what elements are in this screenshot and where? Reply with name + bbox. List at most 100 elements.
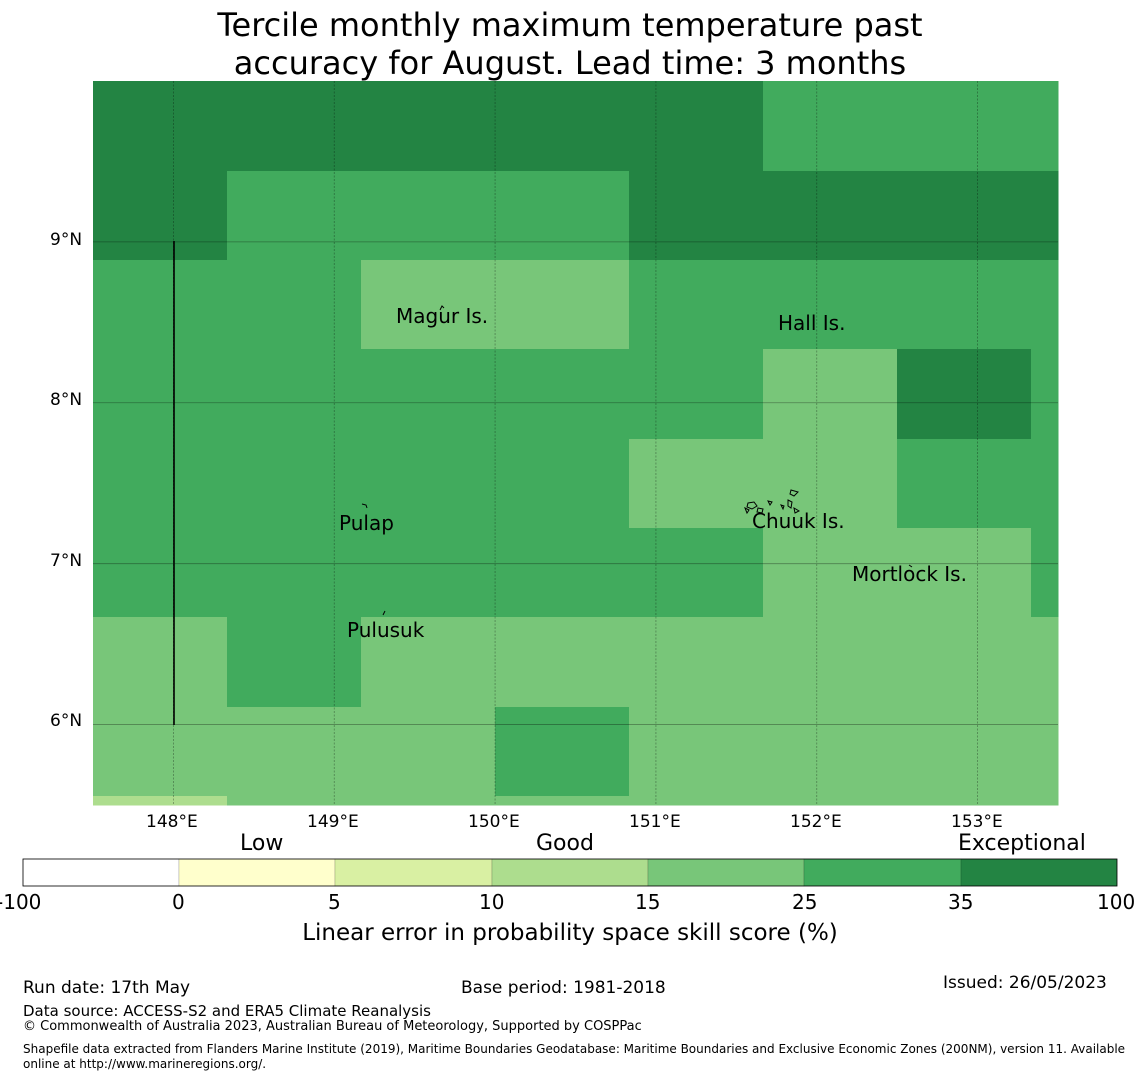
place-label-chuuk: Chuuk Is. (752, 509, 845, 533)
skill-cell (495, 617, 630, 708)
skill-cell (897, 528, 1032, 618)
place-label-magur: Magur Is. (396, 304, 489, 328)
x-tick-label: 149°E (307, 812, 359, 832)
shapefile-credit-line-2: online at http://www.marineregions.org/. (23, 1057, 267, 1071)
run-date: Run date: 17th May (23, 978, 191, 998)
skill-cell (629, 171, 764, 261)
skill-cell (763, 260, 898, 350)
skill-cell (1031, 260, 1059, 350)
skill-cell (227, 617, 362, 708)
data-source: Data source: ACCESS-S2 and ERA5 Climate … (23, 1002, 431, 1020)
skill-cell (227, 439, 362, 529)
skill-cell (1031, 796, 1059, 805)
skill-cell (1031, 617, 1059, 708)
colorbar-swatch (491, 858, 649, 887)
colorbar-tick-label: 35 (948, 890, 974, 914)
skill-cell (227, 171, 362, 261)
skill-cell (1031, 439, 1059, 529)
skill-cell (93, 81, 228, 172)
skill-cell (897, 439, 1032, 529)
colorbar (22, 858, 1118, 887)
skill-cell (93, 528, 228, 618)
colorbar-tick-label: -100 (0, 890, 42, 914)
skill-cell (629, 81, 764, 172)
pulap-island-shape (361, 503, 368, 509)
place-label-mortlock: Mortlock Is. (852, 562, 967, 586)
skill-cell (629, 617, 764, 708)
skill-cell (93, 796, 228, 805)
skill-cell (629, 528, 764, 618)
colorbar-category-exceptional: Exceptional (958, 831, 1086, 856)
skill-cell (495, 528, 630, 618)
y-tick-label: 9°N (50, 230, 83, 250)
mortlock-island-shape (908, 564, 913, 568)
skill-cell (495, 260, 630, 350)
skill-cell (495, 349, 630, 440)
colorbar-frame (22, 858, 1118, 887)
issued-date: Issued: 26/05/2023 (943, 973, 1107, 993)
colorbar-swatch (647, 858, 805, 887)
skill-cell (495, 439, 630, 529)
copyright-notice: © Commonwealth of Australia 2023, Austra… (23, 1019, 642, 1034)
skill-cell (629, 707, 764, 797)
skill-cell (361, 528, 496, 618)
skill-cell (495, 81, 630, 172)
colorbar-category-good: Good (536, 831, 594, 856)
skill-cell (93, 171, 228, 261)
colorbar-swatch (960, 858, 1118, 887)
colorbar-swatch (22, 858, 180, 887)
skill-cell (93, 617, 228, 708)
skill-cell (1031, 171, 1059, 261)
skill-cell (897, 707, 1032, 797)
skill-cell (495, 171, 630, 261)
base-period: Base period: 1981-2018 (461, 978, 666, 998)
skill-cell (361, 617, 496, 708)
x-tick-label: 152°E (790, 812, 842, 832)
x-tick-label: 151°E (629, 812, 681, 832)
skill-cell (1031, 349, 1059, 440)
skill-cell (763, 707, 898, 797)
x-tick-label: 153°E (951, 812, 1003, 832)
skill-cell (629, 260, 764, 350)
skill-cell (361, 349, 496, 440)
x-tick-label: 150°E (468, 812, 520, 832)
skill-cell (1031, 81, 1059, 172)
skill-cell (361, 439, 496, 529)
skill-cell (629, 349, 764, 440)
pulusuk-island-shape (382, 610, 386, 616)
place-label-hall: Hall Is. (778, 311, 846, 335)
skill-cell (629, 796, 764, 805)
skill-cell (1031, 707, 1059, 797)
island-outlines (361, 305, 913, 616)
place-label-pulusuk: Pulusuk (347, 618, 425, 642)
skill-cell (361, 796, 496, 805)
colorbar-axis-label: Linear error in probability space skill … (302, 920, 838, 946)
skill-cell (227, 349, 362, 440)
skill-cell (763, 81, 898, 172)
skill-cell (763, 349, 898, 440)
colorbar-tick-label: 10 (479, 890, 505, 914)
shapefile-credit-line-1: Shapefile data extracted from Flanders M… (23, 1042, 1126, 1056)
skill-cell (361, 81, 496, 172)
title-line-2: accuracy for August. Lead time: 3 months (233, 44, 907, 82)
colorbar-tick-label: 25 (792, 890, 818, 914)
skill-cell (93, 349, 228, 440)
skill-cell (897, 617, 1032, 708)
skill-cell (763, 528, 898, 618)
skill-cell (897, 171, 1032, 261)
skill-cell (763, 796, 898, 805)
skill-cell (763, 439, 898, 529)
skill-cell (495, 796, 630, 805)
colorbar-tick-label: 5 (328, 890, 341, 914)
skill-cell (361, 707, 496, 797)
x-tick-label: 148°E (146, 812, 198, 832)
skill-cell (763, 171, 898, 261)
colorbar-swatch (803, 858, 962, 887)
skill-cell (897, 349, 1032, 440)
colorbar-category-low: Low (240, 831, 284, 856)
colorbar-tick-label: 0 (172, 890, 185, 914)
chuuk-island-shapes (744, 489, 801, 515)
skill-cell (897, 796, 1032, 805)
skill-cell (227, 260, 362, 350)
